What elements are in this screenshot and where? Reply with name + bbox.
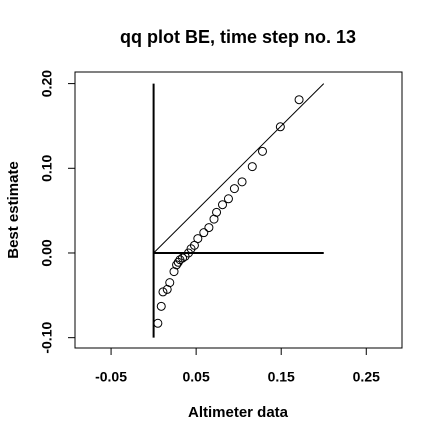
x-tick-label: -0.05 [95, 369, 127, 385]
point [153, 318, 163, 328]
point [247, 162, 257, 172]
point [204, 223, 214, 233]
point [165, 278, 175, 288]
x-axis-label: Altimeter data [188, 404, 289, 421]
point [275, 122, 285, 132]
point [237, 177, 247, 187]
point [199, 228, 209, 238]
point [180, 251, 190, 261]
point [223, 194, 233, 204]
point [156, 301, 166, 311]
y-tick-label: 0.20 [39, 70, 55, 97]
y-tick-label: -0.10 [39, 322, 55, 354]
point [257, 146, 267, 156]
x-tick-label: 0.15 [268, 369, 295, 385]
reference-line [153, 83, 325, 254]
point [294, 95, 304, 105]
point [178, 253, 188, 263]
plot-frame [74, 71, 403, 349]
point [193, 234, 203, 244]
point [186, 244, 196, 254]
x-tick-label: 0.05 [183, 369, 210, 385]
point [175, 255, 185, 265]
point [212, 207, 222, 217]
y-tick-label: 0.00 [39, 239, 55, 266]
point [229, 184, 239, 194]
chart-title: qq plot BE, time step no. 13 [120, 27, 356, 47]
y-tick-label: 0.10 [39, 154, 55, 181]
point [218, 200, 228, 210]
x-tick-label: 0.25 [353, 369, 380, 385]
y-axis-label: Best estimate [5, 161, 22, 259]
